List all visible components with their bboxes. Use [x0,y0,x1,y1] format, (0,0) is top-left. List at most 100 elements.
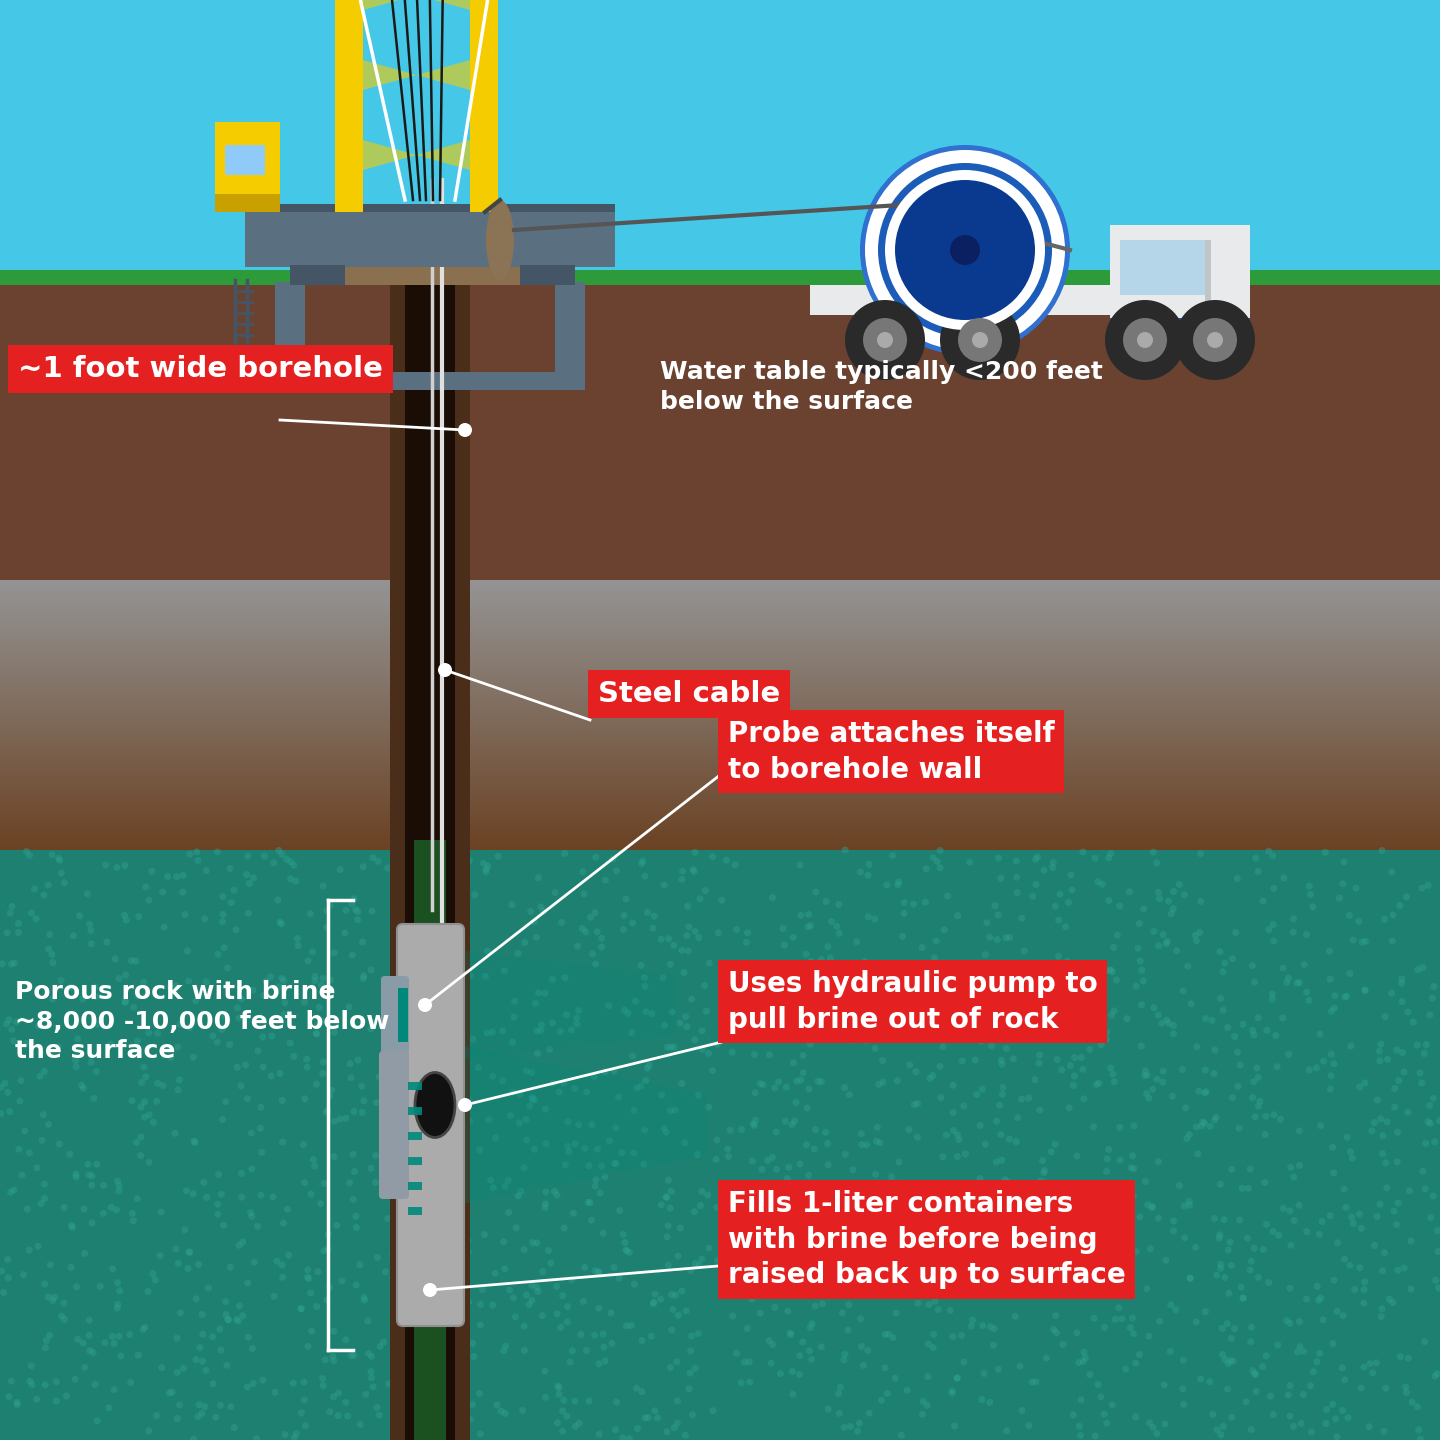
Circle shape [393,1351,399,1358]
Circle shape [816,1195,822,1201]
Circle shape [553,1283,560,1290]
Circle shape [510,1089,517,1096]
Circle shape [713,1136,720,1143]
Circle shape [780,942,788,949]
Circle shape [1313,1358,1320,1365]
Circle shape [573,1021,580,1028]
Circle shape [1392,1221,1400,1228]
Circle shape [1217,1261,1224,1267]
Circle shape [1136,1351,1143,1358]
Circle shape [69,1224,76,1231]
Circle shape [1103,1420,1110,1427]
Circle shape [511,998,518,1005]
Circle shape [1361,1364,1368,1371]
Circle shape [413,1030,420,1035]
Circle shape [452,1156,459,1164]
Circle shape [49,950,55,958]
Circle shape [186,978,192,985]
Circle shape [871,916,878,923]
Circle shape [785,1164,792,1171]
Circle shape [1355,917,1362,924]
Circle shape [1056,1202,1063,1210]
Circle shape [520,1407,526,1414]
Circle shape [467,1416,474,1423]
Circle shape [962,1151,969,1158]
Circle shape [1269,991,1276,998]
Circle shape [1293,979,1300,986]
Circle shape [49,1297,56,1305]
Circle shape [304,1266,311,1273]
Circle shape [528,1282,536,1289]
Circle shape [199,1310,206,1318]
Circle shape [757,1080,763,1087]
Circle shape [1181,1234,1188,1241]
Circle shape [1002,935,1009,942]
Circle shape [1341,1256,1348,1263]
Circle shape [724,1030,732,1037]
Circle shape [674,1397,681,1404]
Circle shape [533,1284,540,1292]
Circle shape [1166,1348,1174,1355]
Circle shape [1263,1027,1270,1034]
Circle shape [884,1390,891,1397]
Circle shape [459,949,467,955]
Circle shape [528,1096,536,1103]
Circle shape [521,1246,527,1253]
Circle shape [132,1139,140,1146]
Circle shape [1228,1335,1236,1342]
Circle shape [1332,1416,1339,1423]
Circle shape [1041,1166,1048,1174]
Circle shape [942,971,949,978]
Circle shape [79,1339,86,1346]
Circle shape [995,1365,1002,1372]
Circle shape [1248,1094,1256,1102]
Circle shape [423,1270,431,1277]
Circle shape [1151,927,1158,935]
Circle shape [739,1126,744,1133]
Circle shape [1090,986,1097,994]
Circle shape [845,963,852,971]
Circle shape [176,1401,183,1408]
Circle shape [773,1129,779,1135]
Circle shape [114,1305,121,1312]
Circle shape [567,1027,575,1034]
Circle shape [1202,1089,1210,1096]
Circle shape [863,1142,870,1148]
Circle shape [858,1142,865,1148]
Circle shape [804,1142,809,1148]
Circle shape [39,1138,46,1143]
Circle shape [153,1413,160,1418]
Circle shape [799,1283,806,1290]
Circle shape [53,1397,60,1404]
Circle shape [1403,1390,1410,1395]
Circle shape [73,1063,79,1070]
Circle shape [328,1087,336,1093]
Circle shape [1260,1246,1267,1253]
Circle shape [995,854,1002,861]
Circle shape [26,1247,33,1254]
Circle shape [276,919,284,926]
Circle shape [415,930,422,936]
Polygon shape [456,950,677,1060]
Circle shape [436,1017,444,1024]
Circle shape [350,1195,357,1202]
Circle shape [783,1257,791,1264]
Circle shape [1018,914,1025,922]
Circle shape [373,1099,380,1106]
Circle shape [994,1117,1001,1125]
Circle shape [835,1390,842,1397]
Circle shape [1089,973,1096,981]
Circle shape [1339,880,1346,887]
Circle shape [958,1332,965,1339]
Circle shape [1161,1381,1168,1388]
Circle shape [456,966,464,973]
Circle shape [1254,1103,1261,1110]
Circle shape [482,972,490,979]
Circle shape [215,1171,222,1178]
Circle shape [228,1403,235,1410]
Circle shape [806,1323,814,1331]
Circle shape [534,1050,541,1057]
Circle shape [789,935,796,940]
Circle shape [562,850,569,857]
Circle shape [1424,881,1431,888]
